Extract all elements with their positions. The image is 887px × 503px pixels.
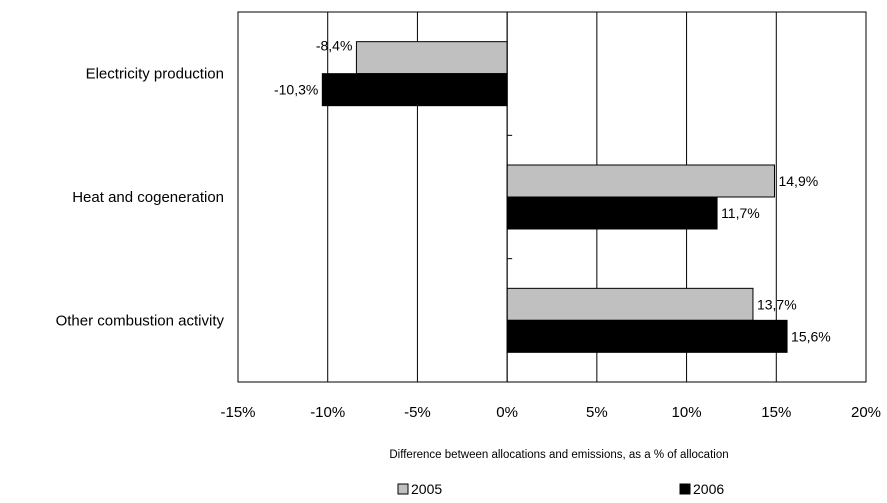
data-label-2006-1: -10,3%: [274, 82, 318, 98]
legend-label-2006: 2006: [693, 481, 724, 497]
bar-2006-2: [506, 196, 718, 230]
data-label-2006-2: 11,7%: [721, 205, 760, 221]
bar-2006-1: [321, 73, 508, 107]
data-label-2005-2: 14,9%: [778, 173, 818, 189]
bar-2006-3: [506, 319, 788, 353]
category-label: Heat and cogeneration: [72, 189, 224, 206]
value-axis-tick-labels: -15% -10% -5% 0% 5% 10% 15% 20%: [220, 404, 881, 421]
data-label-2005-3: 13,7%: [757, 296, 797, 312]
plot-area-frame: [237, 11, 867, 383]
x-tick-label: -15%: [220, 404, 255, 421]
legend: 2005 2006: [397, 481, 724, 497]
data-label-2006-3: 15,6%: [791, 328, 831, 344]
bar-2005-2: [506, 164, 775, 198]
x-tick-label: -10%: [310, 404, 345, 421]
bar-2005-3: [506, 287, 754, 321]
category-label: Other combustion activity: [56, 312, 225, 329]
x-tick-label: -5%: [404, 404, 431, 421]
x-axis-title: Difference between allocations and emiss…: [389, 449, 728, 461]
legend-label-2005: 2005: [411, 481, 442, 497]
category-label: Electricity production: [86, 66, 224, 83]
legend-swatch-2006: [679, 483, 691, 495]
x-tick-label: 5%: [586, 404, 608, 421]
x-tick-label: 0%: [496, 404, 518, 421]
category-labels: Electricity production Heat and cogenerat…: [56, 66, 225, 330]
data-label-2005-1: -8,4%: [316, 38, 353, 54]
data-labels: -8,4% -10,3% 14,9% 11,7% 13,7% 15,6%: [274, 38, 831, 345]
bars: [321, 41, 788, 353]
category-axis-ticks: [507, 11, 513, 383]
x-tick-label: 20%: [851, 404, 881, 421]
x-tick-label: 15%: [761, 404, 791, 421]
x-tick-label: 10%: [672, 404, 702, 421]
legend-swatch-2005: [397, 483, 409, 495]
bar-2005-1: [355, 41, 508, 75]
